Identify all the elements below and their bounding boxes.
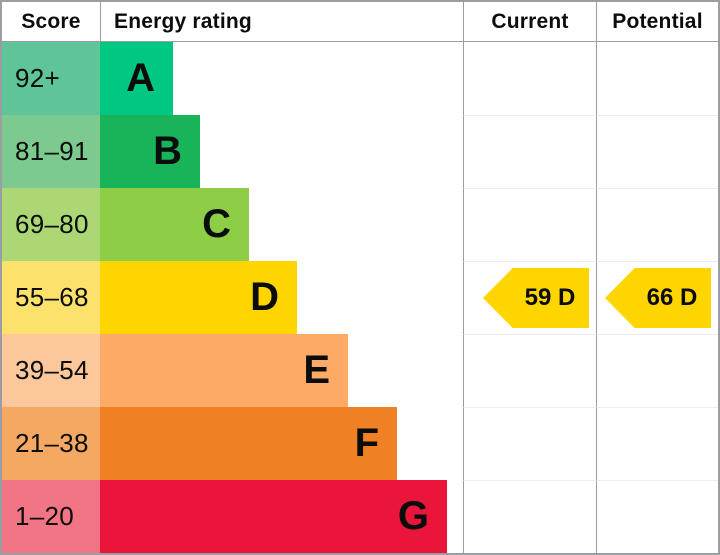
rating-cell: E	[100, 334, 463, 407]
rating-band-bar: G	[100, 480, 447, 553]
current-cell	[463, 42, 596, 115]
band-row: 39–54 E	[2, 334, 718, 407]
score-range-cell: 55–68	[2, 261, 100, 334]
current-cell: 59 D	[463, 261, 596, 334]
current-rating-arrow: 59 D	[483, 268, 589, 328]
rating-cell: G	[100, 480, 463, 553]
band-row: 69–80 C	[2, 188, 718, 261]
rating-band-bar: C	[100, 188, 249, 261]
rating-cell: B	[100, 115, 463, 188]
score-range-cell: 39–54	[2, 334, 100, 407]
current-cell	[463, 188, 596, 261]
band-rows: 92+ A 81–91 B 69–80 C 55–68	[2, 42, 718, 553]
rating-cell: D	[100, 261, 463, 334]
rating-cell: A	[100, 42, 463, 115]
potential-rating-arrow: 66 D	[605, 268, 711, 328]
score-range-cell: 1–20	[2, 480, 100, 553]
potential-cell: 66 D	[596, 261, 718, 334]
potential-cell	[596, 42, 718, 115]
rating-cell: C	[100, 188, 463, 261]
energy-rating-column-header: Energy rating	[100, 2, 463, 41]
score-column-header: Score	[21, 9, 81, 33]
rating-cell: F	[100, 407, 463, 480]
band-row: 21–38 F	[2, 407, 718, 480]
band-row: 81–91 B	[2, 115, 718, 188]
rating-band-bar: E	[100, 334, 348, 407]
current-cell	[463, 407, 596, 480]
score-range-cell: 69–80	[2, 188, 100, 261]
score-range-cell: 21–38	[2, 407, 100, 480]
potential-cell	[596, 188, 718, 261]
current-rating-label: 59 D	[524, 284, 576, 311]
band-row: 92+ A	[2, 42, 718, 115]
current-cell	[463, 480, 596, 553]
potential-cell	[596, 407, 718, 480]
header-row: Score Energy rating Current Potential	[2, 2, 718, 42]
score-range-cell: 81–91	[2, 115, 100, 188]
current-column-header: Current	[463, 2, 596, 41]
potential-cell	[596, 115, 718, 188]
score-range-cell: 92+	[2, 42, 100, 115]
potential-cell	[596, 480, 718, 553]
current-cell	[463, 334, 596, 407]
rating-band-bar: D	[100, 261, 297, 334]
rating-band-bar: F	[100, 407, 397, 480]
band-row: 55–68 D 59 D 66 D	[2, 261, 718, 334]
rating-band-bar: B	[100, 115, 200, 188]
band-row: 1–20 G	[2, 480, 718, 553]
rating-band-bar: A	[100, 42, 173, 115]
current-cell	[463, 115, 596, 188]
potential-column-header: Potential	[596, 2, 718, 41]
potential-rating-label: 66 D	[646, 284, 698, 311]
potential-cell	[596, 334, 718, 407]
